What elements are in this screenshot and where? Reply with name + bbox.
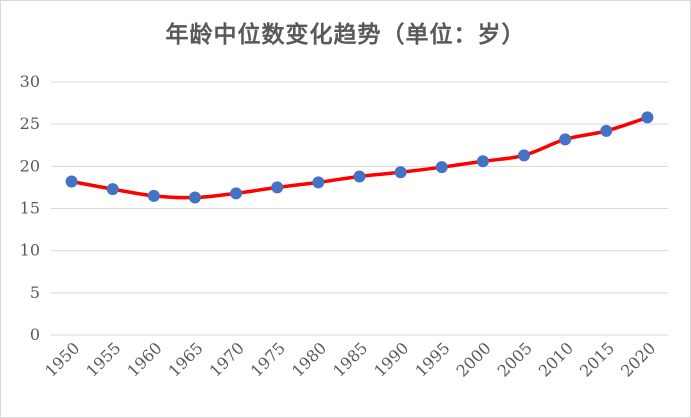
y-tick-label: 10 <box>20 241 40 260</box>
x-tick-label: 2015 <box>576 338 618 380</box>
y-tick-label: 25 <box>20 114 40 133</box>
data-point-2005 <box>518 149 531 162</box>
x-tick-label: 1980 <box>288 338 330 380</box>
data-point-2020 <box>641 111 654 124</box>
data-point-1985 <box>353 170 366 183</box>
data-point-1965 <box>188 191 201 204</box>
data-point-1950 <box>65 175 78 188</box>
series-layer <box>65 111 654 204</box>
x-tick-label: 1990 <box>370 338 412 380</box>
y-tick-label: 0 <box>30 325 40 344</box>
x-tick-label: 1985 <box>329 338 371 380</box>
x-tick-label: 1960 <box>123 338 165 380</box>
x-tick-label: 2005 <box>494 338 536 380</box>
data-point-1970 <box>230 187 243 200</box>
x-tick-label: 2020 <box>617 338 659 380</box>
data-point-2015 <box>600 124 613 137</box>
chart-title: 年龄中位数变化趋势（单位：岁） <box>165 22 526 48</box>
y-tick-label: 15 <box>20 199 40 218</box>
x-tick-label: 1995 <box>411 338 453 380</box>
data-point-1960 <box>147 189 160 202</box>
data-point-2000 <box>476 155 489 168</box>
x-tick-label: 1965 <box>165 338 207 380</box>
y-tick-label: 5 <box>30 283 40 302</box>
y-axis-ticks: 0 5 10 15 20 25 30 <box>20 72 40 344</box>
x-axis-ticks: 1950195519601965197019751980198519901995… <box>41 338 659 380</box>
y-tick-label: 20 <box>20 156 40 175</box>
x-tick-label: 1970 <box>206 338 248 380</box>
x-tick-label: 1955 <box>82 338 124 380</box>
data-point-1955 <box>106 183 119 196</box>
y-tick-label: 30 <box>20 72 40 91</box>
x-tick-label: 1975 <box>247 338 289 380</box>
data-point-1975 <box>271 181 284 194</box>
x-tick-label: 1950 <box>41 338 83 380</box>
data-point-1990 <box>394 166 407 179</box>
gridlines <box>51 81 668 336</box>
series-line <box>69 115 650 200</box>
data-point-2010 <box>559 133 572 146</box>
x-tick-label: 2000 <box>453 338 495 380</box>
data-point-1980 <box>312 176 325 189</box>
data-point-1995 <box>435 161 448 174</box>
x-tick-label: 2010 <box>535 338 577 380</box>
